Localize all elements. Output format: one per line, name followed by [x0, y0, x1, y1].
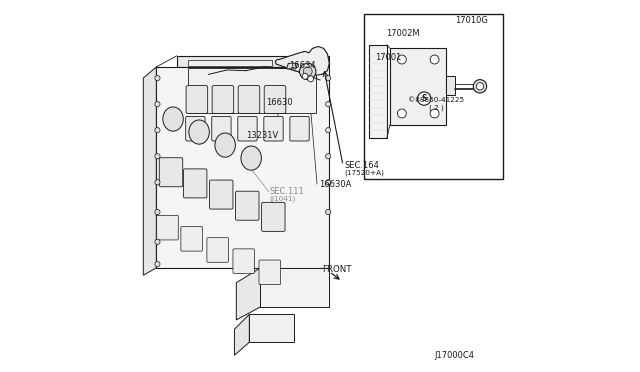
- Polygon shape: [250, 314, 294, 342]
- Polygon shape: [275, 46, 330, 75]
- FancyBboxPatch shape: [184, 169, 207, 198]
- Text: 16634: 16634: [289, 61, 316, 70]
- FancyBboxPatch shape: [212, 86, 234, 113]
- Polygon shape: [287, 63, 298, 69]
- Circle shape: [300, 63, 316, 80]
- Bar: [364, 14, 504, 179]
- Polygon shape: [156, 67, 330, 268]
- FancyBboxPatch shape: [238, 86, 260, 113]
- Circle shape: [326, 128, 331, 133]
- Circle shape: [155, 76, 160, 81]
- Circle shape: [155, 239, 160, 244]
- Ellipse shape: [241, 146, 261, 170]
- Text: 16630A: 16630A: [319, 180, 351, 189]
- Text: (J1041): (J1041): [270, 196, 296, 202]
- FancyBboxPatch shape: [212, 116, 231, 141]
- FancyBboxPatch shape: [157, 215, 179, 240]
- Text: 13231V: 13231V: [246, 131, 278, 140]
- FancyBboxPatch shape: [159, 158, 183, 187]
- FancyBboxPatch shape: [264, 116, 283, 141]
- Circle shape: [155, 154, 160, 159]
- Circle shape: [308, 76, 314, 82]
- Circle shape: [397, 55, 406, 64]
- Text: 16630: 16630: [266, 98, 292, 107]
- FancyBboxPatch shape: [238, 116, 257, 141]
- Ellipse shape: [163, 107, 183, 131]
- Circle shape: [397, 109, 406, 118]
- Text: J17000C4: J17000C4: [434, 351, 474, 360]
- Circle shape: [473, 80, 486, 93]
- Circle shape: [326, 180, 331, 185]
- FancyBboxPatch shape: [264, 86, 286, 113]
- Circle shape: [430, 109, 439, 118]
- FancyBboxPatch shape: [290, 116, 309, 141]
- Ellipse shape: [189, 120, 209, 144]
- Circle shape: [326, 154, 331, 159]
- Circle shape: [302, 73, 308, 79]
- Circle shape: [476, 83, 484, 90]
- Circle shape: [303, 67, 312, 76]
- Text: FRONT: FRONT: [322, 265, 351, 274]
- Text: SEC.164: SEC.164: [344, 161, 379, 170]
- Text: ©08360-41225: ©08360-41225: [408, 97, 464, 103]
- Polygon shape: [260, 268, 330, 307]
- Text: 17001: 17001: [374, 53, 401, 62]
- Polygon shape: [236, 268, 260, 320]
- FancyBboxPatch shape: [186, 86, 207, 113]
- Text: (17520+A): (17520+A): [344, 170, 384, 176]
- FancyBboxPatch shape: [233, 249, 255, 273]
- FancyBboxPatch shape: [209, 180, 233, 209]
- Circle shape: [155, 262, 160, 267]
- Circle shape: [326, 102, 331, 107]
- Circle shape: [155, 180, 160, 185]
- FancyBboxPatch shape: [259, 260, 280, 285]
- FancyBboxPatch shape: [181, 227, 202, 251]
- Circle shape: [326, 209, 331, 215]
- FancyBboxPatch shape: [186, 116, 205, 141]
- Text: S: S: [422, 94, 427, 103]
- Text: SEC.111: SEC.111: [270, 187, 305, 196]
- Circle shape: [155, 128, 160, 133]
- Polygon shape: [369, 45, 387, 138]
- Polygon shape: [188, 60, 271, 66]
- Polygon shape: [390, 48, 447, 125]
- Text: 17010G: 17010G: [455, 16, 488, 25]
- Polygon shape: [188, 68, 316, 113]
- Text: 17002M: 17002M: [386, 29, 420, 38]
- FancyBboxPatch shape: [236, 191, 259, 220]
- Circle shape: [155, 102, 160, 107]
- Text: ( 2 ): ( 2 ): [429, 105, 444, 111]
- FancyBboxPatch shape: [207, 238, 228, 262]
- Polygon shape: [177, 56, 330, 67]
- FancyBboxPatch shape: [262, 202, 285, 231]
- Polygon shape: [234, 314, 250, 355]
- Circle shape: [430, 55, 439, 64]
- Circle shape: [326, 76, 331, 81]
- Polygon shape: [143, 67, 156, 275]
- Circle shape: [417, 92, 431, 105]
- Ellipse shape: [215, 133, 236, 157]
- Polygon shape: [447, 76, 454, 95]
- Circle shape: [155, 209, 160, 215]
